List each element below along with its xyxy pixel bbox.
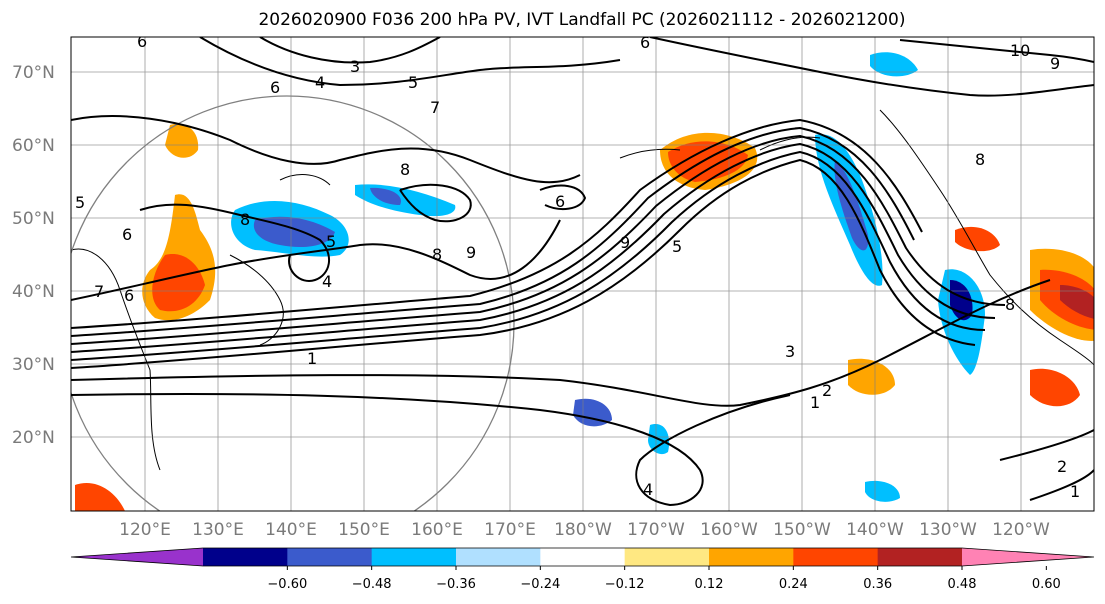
svg-text:140°W: 140°W [846, 520, 904, 540]
longitude-labels: 120°E 130°E 140°E 150°E 160°E 170°E 180°… [119, 520, 1050, 540]
colorbar-tick-label: −0.48 [352, 577, 392, 592]
map-panel: 6 6 10 9 3 4 6 5 7 8 8 5 6 7 5 4 8 9 9 5 [70, 32, 1095, 512]
svg-text:8: 8 [400, 160, 410, 179]
svg-text:160°E: 160°E [411, 520, 463, 540]
shade-strong-alaska [668, 141, 748, 182]
shade-positive-sw [75, 482, 125, 511]
svg-text:40°N: 40°N [12, 282, 55, 302]
svg-text:170°E: 170°E [484, 520, 536, 540]
svg-text:5: 5 [408, 73, 418, 92]
svg-text:6: 6 [555, 192, 565, 211]
colorbar-tick-label: 0.12 [695, 577, 724, 592]
colorbar-bin [540, 548, 626, 566]
svg-text:30°N: 30°N [12, 355, 55, 375]
svg-text:150°E: 150°E [338, 520, 390, 540]
colorbar-bin [624, 548, 710, 566]
svg-text:70°N: 70°N [12, 63, 55, 83]
svg-text:6: 6 [137, 32, 147, 51]
colorbar-bin [793, 548, 879, 566]
svg-text:8: 8 [1005, 295, 1015, 314]
svg-text:9: 9 [620, 233, 630, 252]
svg-text:9: 9 [1050, 54, 1060, 73]
shade-strong-negative-japan [253, 216, 335, 248]
shade-negative-sub3 [865, 480, 900, 502]
svg-text:2: 2 [822, 381, 832, 400]
shade-positive-sub [848, 358, 895, 395]
colorbar-extend-left [71, 548, 203, 566]
svg-text:120°W: 120°W [992, 520, 1050, 540]
svg-text:130°W: 130°W [919, 520, 977, 540]
svg-text:7: 7 [430, 98, 440, 117]
shade-negative-npac2 [370, 187, 401, 205]
landfall-circle [71, 95, 515, 511]
colorbar-tick-label: −0.36 [436, 577, 476, 592]
svg-text:5: 5 [75, 193, 85, 212]
svg-text:4: 4 [315, 73, 325, 92]
map-title: 2026020900 F036 200 hPa PV, IVT Landfall… [258, 10, 905, 30]
shade-negative-ne [870, 52, 918, 77]
shade-red-east [1060, 285, 1094, 319]
colorbar-bin [371, 548, 457, 566]
colorbar-extend-right [962, 548, 1094, 566]
colorbar-tick-label: −0.60 [267, 577, 307, 592]
svg-text:3: 3 [785, 342, 795, 361]
shade-negative-coast [938, 269, 985, 375]
colorbar-bin [456, 548, 541, 566]
svg-text:8: 8 [975, 150, 985, 169]
svg-text:50°N: 50°N [12, 209, 55, 229]
svg-text:1: 1 [810, 393, 820, 412]
shaded-field [75, 52, 1094, 511]
svg-text:6: 6 [122, 225, 132, 244]
colorbar-tick-label: 0.60 [1032, 577, 1061, 592]
svg-text:1: 1 [1070, 482, 1080, 501]
svg-text:140°E: 140°E [265, 520, 317, 540]
colorbar: −0.60 −0.48 −0.36 −0.24 −0.12 0.12 0.24 0.36 0.4… [70, 547, 1095, 592]
svg-text:180°W: 180°W [554, 520, 612, 540]
svg-text:6: 6 [124, 286, 134, 305]
colorbar-tick-label: −0.12 [605, 577, 645, 592]
colorbar-bin [203, 548, 288, 566]
svg-text:1: 1 [307, 349, 317, 368]
svg-text:20°N: 20°N [12, 428, 55, 448]
colorbar-bin [287, 548, 373, 566]
pv-contours [71, 37, 1094, 507]
svg-text:5: 5 [326, 232, 336, 251]
svg-text:9: 9 [466, 243, 476, 262]
colorbar-tick-label: 0.48 [948, 577, 977, 592]
gridlines [71, 37, 1094, 511]
svg-text:2: 2 [1057, 457, 1067, 476]
shade-positive-small [165, 123, 199, 158]
shade-positive-se [1030, 368, 1080, 407]
svg-text:4: 4 [322, 272, 332, 291]
colorbar-tick-label: 0.24 [779, 577, 808, 592]
svg-text:6: 6 [640, 33, 650, 52]
svg-text:7: 7 [94, 282, 104, 301]
latitude-labels: 70°N 60°N 50°N 40°N 30°N 20°N [12, 63, 55, 448]
colorbar-outline [70, 547, 1095, 567]
svg-text:160°W: 160°W [700, 520, 758, 540]
map-frame [70, 36, 1095, 512]
colorbar-tick-label: −0.24 [520, 577, 560, 592]
contour-labels: 6 6 10 9 3 4 6 5 7 8 8 5 6 7 5 4 8 9 9 5 [75, 32, 1080, 501]
svg-text:5: 5 [672, 237, 682, 256]
colorbar-bin [709, 548, 794, 566]
svg-text:8: 8 [240, 210, 250, 229]
colorbar-bin [877, 548, 963, 566]
svg-text:10: 10 [1010, 41, 1030, 60]
svg-text:3: 3 [350, 57, 360, 76]
svg-text:150°W: 150°W [773, 520, 831, 540]
svg-text:130°E: 130°E [192, 520, 244, 540]
svg-text:6: 6 [270, 78, 280, 97]
svg-text:170°W: 170°W [627, 520, 685, 540]
colorbar-tick-label: 0.36 [863, 577, 892, 592]
svg-text:60°N: 60°N [12, 136, 55, 156]
svg-text:8: 8 [432, 245, 442, 264]
svg-text:120°E: 120°E [119, 520, 171, 540]
shade-strong-asia [152, 254, 205, 312]
svg-text:4: 4 [643, 480, 653, 499]
